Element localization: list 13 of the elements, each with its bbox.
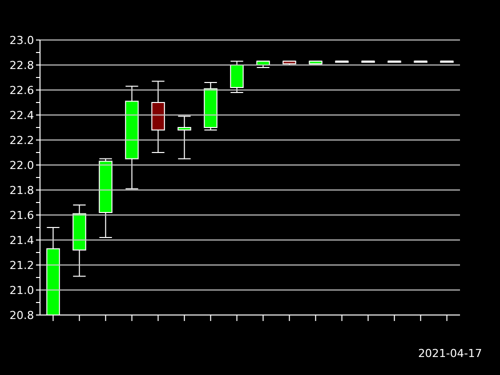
y-tick-label: 22.0 — [10, 158, 34, 172]
y-tick-label: 21.4 — [10, 234, 34, 247]
y-tick-label: 22.2 — [10, 134, 34, 147]
x-axis-title: 2021-04-17 — [418, 347, 482, 360]
y-tick-label: 21.0 — [10, 284, 34, 297]
y-tick-label: 21.6 — [10, 208, 34, 222]
y-tick-label: 20.8 — [10, 308, 34, 322]
y-tick-label: 22.4 — [10, 108, 34, 122]
y-tick-label: 21.2 — [10, 258, 34, 272]
y-tick-label: 22.8 — [10, 58, 34, 72]
y-tick-label: 22.6 — [10, 84, 34, 97]
y-tick-label: 21.8 — [10, 184, 34, 197]
y-tick-label: 23.0 — [10, 34, 34, 47]
